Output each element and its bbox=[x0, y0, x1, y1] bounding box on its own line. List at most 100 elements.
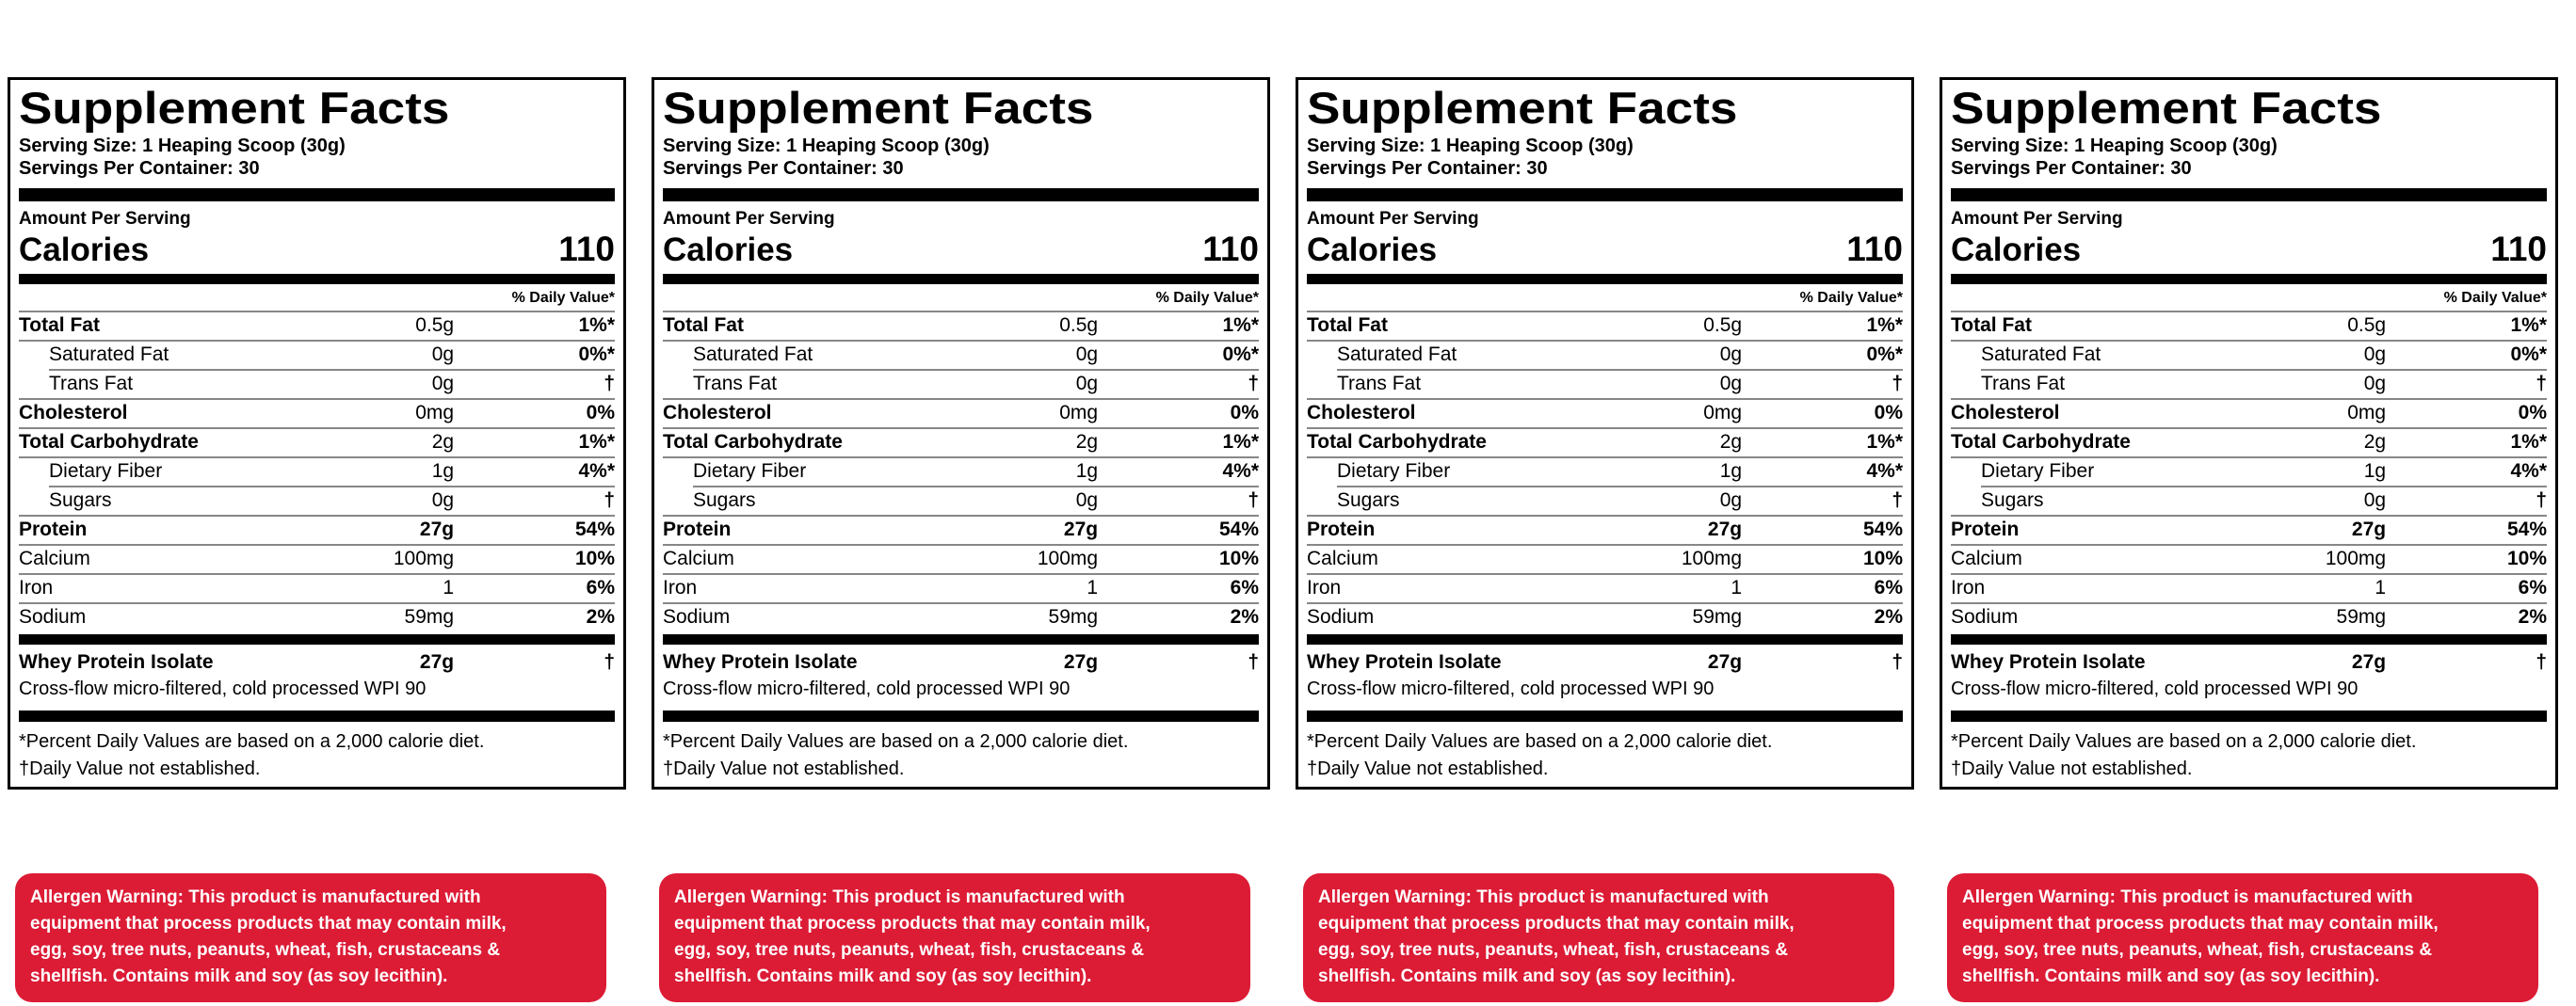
nutrient-amount: 0g bbox=[1719, 343, 1743, 365]
nutrient-daily-value: 0% bbox=[1874, 401, 1903, 423]
nutrient-row: Total Fat 0.5g 1%* bbox=[1307, 310, 1903, 340]
nutrient-amount: 27g bbox=[2351, 518, 2387, 540]
thick-divider-bar bbox=[663, 273, 1259, 284]
nutrient-amount: 0g bbox=[2363, 372, 2387, 394]
nutrient-daily-value: 1%* bbox=[578, 313, 615, 336]
footnote-daily-value-not-established: †Daily Value not established. bbox=[663, 758, 905, 779]
nutrient-amount: 0mg bbox=[1059, 401, 1099, 423]
nutrient-row: Total Fat 0.5g 1%* bbox=[19, 310, 615, 340]
ingredient-amount: 27g bbox=[419, 650, 455, 673]
nutrient-amount: 100mg bbox=[1681, 547, 1743, 569]
nutrient-row: Iron 1 6% bbox=[1307, 572, 1903, 602]
daily-value-header: % Daily Value* bbox=[1155, 289, 1259, 306]
thick-divider-bar bbox=[663, 187, 1259, 201]
nutrient-row: Total Carbohydrate 2g 1%* bbox=[19, 426, 615, 456]
nutrient-row: Trans Fat 0g † bbox=[1951, 368, 2547, 398]
nutrient-row: Calcium 100mg 10% bbox=[1951, 543, 2547, 573]
nutrient-name: Sugars bbox=[693, 488, 756, 511]
ingredient-name: Whey Protein Isolate bbox=[1951, 650, 2146, 673]
nutrient-row: Calcium 100mg 10% bbox=[663, 543, 1259, 573]
nutrient-amount: 1 bbox=[1731, 576, 1743, 599]
serving-size-text: Serving Size: 1 Heaping Scoop (30g) bbox=[1951, 135, 2278, 156]
nutrient-name: Calcium bbox=[1307, 547, 1378, 569]
nutrient-row: Saturated Fat 0g 0%* bbox=[663, 339, 1259, 369]
nutrient-name: Sodium bbox=[19, 605, 87, 628]
nutrient-daily-value: 0%* bbox=[1866, 343, 1903, 365]
ingredient-note: Cross-flow micro-filtered, cold processe… bbox=[19, 678, 427, 699]
nutrient-amount: 0g bbox=[2363, 488, 2387, 511]
nutrient-amount: 0g bbox=[2363, 343, 2387, 365]
nutrient-name: Dietary Fiber bbox=[693, 459, 807, 482]
nutrient-row: Cholesterol 0mg 0% bbox=[663, 397, 1259, 427]
nutrient-name: Cholesterol bbox=[1951, 401, 2060, 423]
thick-divider-bar bbox=[19, 633, 615, 645]
calories-row: Calories 110 bbox=[663, 230, 1259, 269]
nutrient-rows: Total Fat 0.5g 1%* Saturated Fat 0g 0%* Trans … bbox=[1307, 310, 1903, 631]
nutrient-name: Saturated Fat bbox=[1337, 343, 1457, 365]
nutrient-row: Dietary Fiber 1g 4%* bbox=[1951, 455, 2547, 486]
nutrient-amount: 1 bbox=[443, 576, 455, 599]
nutrient-row: Saturated Fat 0g 0%* bbox=[1307, 339, 1903, 369]
supplement-facts-label: Supplement Facts Serving Size: 1 Heaping… bbox=[1296, 77, 1914, 790]
nutrient-name: Iron bbox=[19, 576, 54, 599]
nutrient-daily-value: 10% bbox=[1862, 547, 1903, 569]
nutrient-name: Trans Fat bbox=[693, 372, 778, 394]
nutrient-daily-value: 1%* bbox=[2510, 430, 2547, 453]
nutrient-amount: 0g bbox=[431, 343, 455, 365]
thick-divider-bar bbox=[1951, 710, 2547, 722]
thick-divider-bar bbox=[1307, 187, 1903, 201]
nutrient-row: Iron 1 6% bbox=[663, 572, 1259, 602]
nutrient-name: Sodium bbox=[1951, 605, 2019, 628]
nutrient-name: Trans Fat bbox=[49, 372, 134, 394]
nutrient-row: Calcium 100mg 10% bbox=[1307, 543, 1903, 573]
nutrient-name: Total Carbohydrate bbox=[1951, 430, 2131, 453]
allergen-warning-line: egg, soy, tree nuts, peanuts, wheat, fis… bbox=[674, 940, 1145, 960]
nutrient-daily-value: † bbox=[604, 488, 615, 511]
nutrient-daily-value: 54% bbox=[1862, 518, 1903, 540]
allergen-warning-line: shellfish. Contains milk and soy (as soy… bbox=[1318, 966, 1736, 986]
calories-row: Calories 110 bbox=[19, 230, 615, 269]
supplement-label-panel: Supplement Facts Serving Size: 1 Heaping… bbox=[1940, 77, 2558, 1002]
nutrient-row: Total Carbohydrate 2g 1%* bbox=[663, 426, 1259, 456]
nutrient-daily-value: 4%* bbox=[2510, 459, 2547, 482]
allergen-warning-line: equipment that process products that may… bbox=[1962, 914, 2439, 934]
servings-per-container-text: Servings Per Container: 30 bbox=[1951, 157, 2192, 179]
nutrient-name: Saturated Fat bbox=[49, 343, 169, 365]
allergen-warning-line: Allergen Warning: This product is manufa… bbox=[1318, 887, 1769, 907]
nutrient-daily-value: 0% bbox=[2518, 401, 2547, 423]
nutrient-name: Sodium bbox=[1307, 605, 1375, 628]
nutrient-daily-value: 6% bbox=[586, 576, 615, 599]
nutrient-amount: 2g bbox=[1075, 430, 1099, 453]
nutrient-row: Sugars 0g † bbox=[1307, 485, 1903, 515]
nutrient-name: Cholesterol bbox=[19, 401, 128, 423]
nutrient-row: Dietary Fiber 1g 4%* bbox=[19, 455, 615, 486]
servings-per-container-text: Servings Per Container: 30 bbox=[19, 157, 260, 179]
thick-divider-bar bbox=[1307, 710, 1903, 722]
label-title: Supplement Facts bbox=[1307, 83, 1738, 133]
nutrient-daily-value: 54% bbox=[2506, 518, 2547, 540]
ingredient-row: Whey Protein Isolate 27g † bbox=[19, 645, 615, 674]
label-title: Supplement Facts bbox=[663, 83, 1094, 133]
nutrient-amount: 0g bbox=[1075, 343, 1099, 365]
nutrient-amount: 0mg bbox=[415, 401, 455, 423]
nutrient-amount: 0.5g bbox=[1703, 313, 1743, 336]
ingredient-amount: 27g bbox=[1063, 650, 1099, 673]
nutrient-name: Calcium bbox=[19, 547, 90, 569]
nutrient-daily-value: † bbox=[1892, 488, 1903, 511]
thick-divider-bar bbox=[1951, 633, 2547, 645]
calories-label: Calories bbox=[1951, 231, 2082, 268]
supplement-label-panel: Supplement Facts Serving Size: 1 Heaping… bbox=[652, 77, 1270, 1002]
nutrient-row: Total Fat 0.5g 1%* bbox=[663, 310, 1259, 340]
ingredient-amount: 27g bbox=[1707, 650, 1743, 673]
nutrient-daily-value: † bbox=[604, 372, 615, 394]
nutrient-row: Saturated Fat 0g 0%* bbox=[19, 339, 615, 369]
nutrient-amount: 0g bbox=[1719, 372, 1743, 394]
nutrient-row: Cholesterol 0mg 0% bbox=[19, 397, 615, 427]
supplement-facts-label: Supplement Facts Serving Size: 1 Heaping… bbox=[652, 77, 1270, 790]
nutrient-amount: 2g bbox=[2363, 430, 2387, 453]
nutrient-row: Dietary Fiber 1g 4%* bbox=[1307, 455, 1903, 486]
nutrient-name: Sugars bbox=[1981, 488, 2044, 511]
nutrient-daily-value: 0% bbox=[586, 401, 615, 423]
nutrient-name: Saturated Fat bbox=[1981, 343, 2101, 365]
